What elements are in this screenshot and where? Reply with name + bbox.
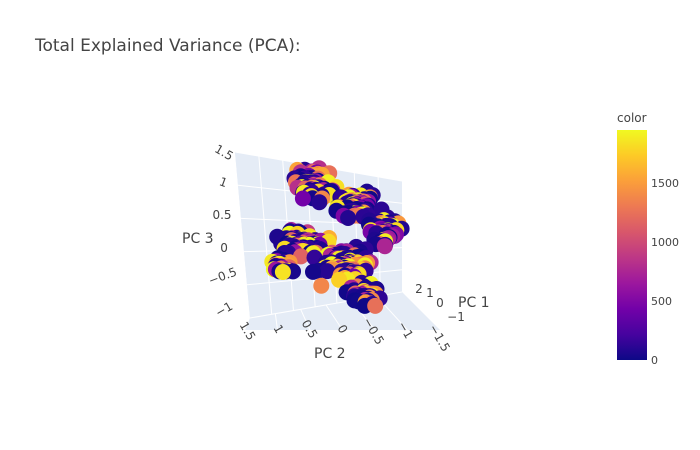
pc3-axis-title: PC 3 — [182, 231, 214, 247]
pc1-tick: 0 — [436, 296, 444, 310]
colorbar-gradient — [617, 130, 647, 360]
colorbar: color 0 500 1000 1500 — [617, 111, 679, 367]
scatter-point[interactable] — [311, 194, 328, 211]
pc3-tick: 1 — [217, 174, 229, 190]
pc1-tick: 2 — [415, 282, 423, 296]
colorbar-tick-label: 500 — [651, 295, 672, 308]
gridline — [325, 304, 343, 331]
scatter-point[interactable] — [367, 297, 384, 314]
pc3-tick: 0 — [220, 241, 228, 255]
scatter-point[interactable] — [340, 210, 357, 226]
gridline — [274, 313, 278, 331]
scatter-point[interactable] — [331, 271, 348, 288]
pc3-tick: −0.5 — [207, 265, 239, 288]
pc1-tick-labels: 2 1 0 −1 — [415, 282, 465, 324]
scatter-point[interactable] — [274, 264, 291, 280]
floor-plane — [245, 292, 440, 330]
pc1-axis-title: PC 1 — [458, 295, 490, 311]
gridline — [258, 156, 273, 315]
scatter-point[interactable] — [376, 238, 393, 255]
side-wall — [235, 152, 258, 324]
colorbar-tick-label: 1000 — [651, 236, 679, 249]
pc1-tick: −1 — [447, 310, 465, 324]
pc3-tick: −1 — [213, 299, 235, 320]
pc3-tick: 1.5 — [212, 142, 236, 164]
pc3-tick: 0.5 — [212, 208, 231, 222]
colorbar-tick-label: 1500 — [651, 177, 679, 190]
scatter-point[interactable] — [319, 263, 336, 280]
chart-title: Total Explained Variance (PCA): — [34, 36, 301, 56]
pc2-axis-title: PC 2 — [314, 346, 346, 362]
pc2-tick: −1.5 — [426, 322, 453, 354]
scatter-point[interactable] — [294, 190, 311, 207]
scatter-point[interactable] — [305, 263, 321, 280]
pc1-tick: 1 — [426, 286, 434, 300]
gridline — [300, 309, 311, 331]
colorbar-title: color — [617, 111, 647, 125]
scatter-points[interactable] — [264, 160, 410, 314]
scatter-point[interactable] — [313, 277, 330, 294]
colorbar-tick-label: 0 — [651, 354, 658, 367]
